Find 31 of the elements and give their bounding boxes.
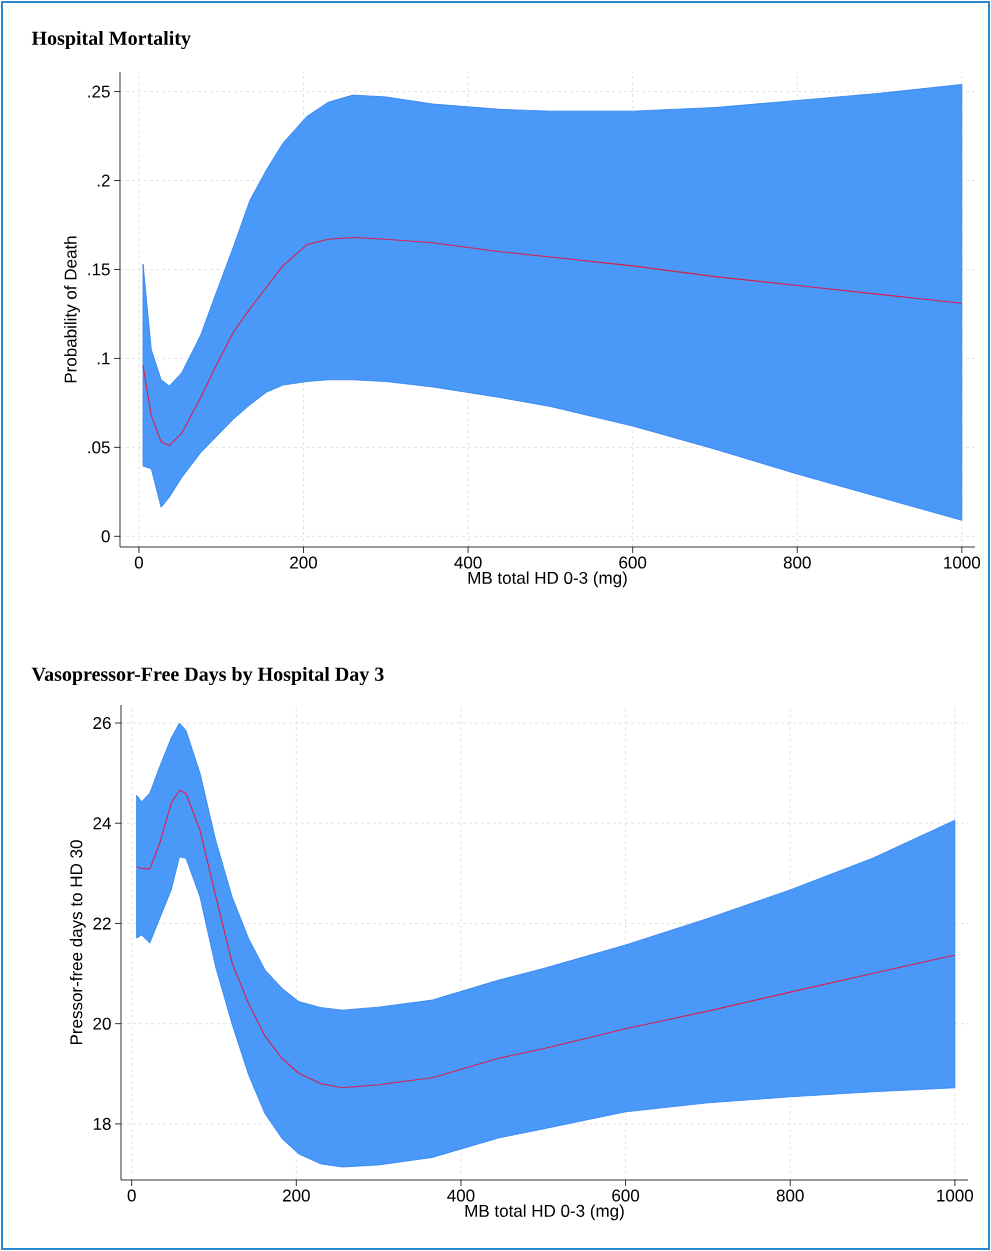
y-tick-label: .25 [88,85,110,98]
y-tick-label: 22 [93,917,111,930]
x-tick-label: 400 [447,1189,475,1202]
line-series [136,789,956,1089]
x-tick-label: 200 [290,556,318,569]
x-tick-label: 1000 [937,1189,974,1202]
x-tick-label: 1000 [944,556,981,569]
y-tick-label: 24 [93,817,111,830]
x-tick-label: 0 [134,556,143,569]
x-tick-label: 600 [612,1189,640,1202]
y-axis-title: Probability of Death [64,236,80,383]
y-tick-label: .15 [88,263,110,276]
chart-title: Vasopressor-Free Days by Hospital Day 3 [31,666,384,686]
x-axis-title: MB total HD 0-3 (mg) [465,1204,624,1221]
x-tick-label: 0 [127,1189,136,1202]
x-axis-title: MB total HD 0-3 (mg) [468,571,627,588]
y-tick-label: .05 [88,441,110,454]
x-tick-label: 200 [283,1189,310,1202]
y-tick-label: 0 [101,530,110,543]
x-tick-label: 400 [454,556,482,569]
x-tick-label: 800 [783,556,811,569]
y-tick-label: .1 [97,352,110,365]
x-tick-label: 800 [776,1189,804,1202]
line-series [142,236,963,447]
x-tick-label: 600 [619,556,647,569]
y-tick-label: 18 [93,1117,111,1130]
y-tick-label: .2 [97,174,110,187]
y-tick-label: 26 [93,717,111,730]
y-axis-title: Pressor-free days to HD 30 [69,840,86,1045]
y-tick-label: 20 [93,1017,111,1030]
chart-title: Hospital Mortality [31,30,191,50]
